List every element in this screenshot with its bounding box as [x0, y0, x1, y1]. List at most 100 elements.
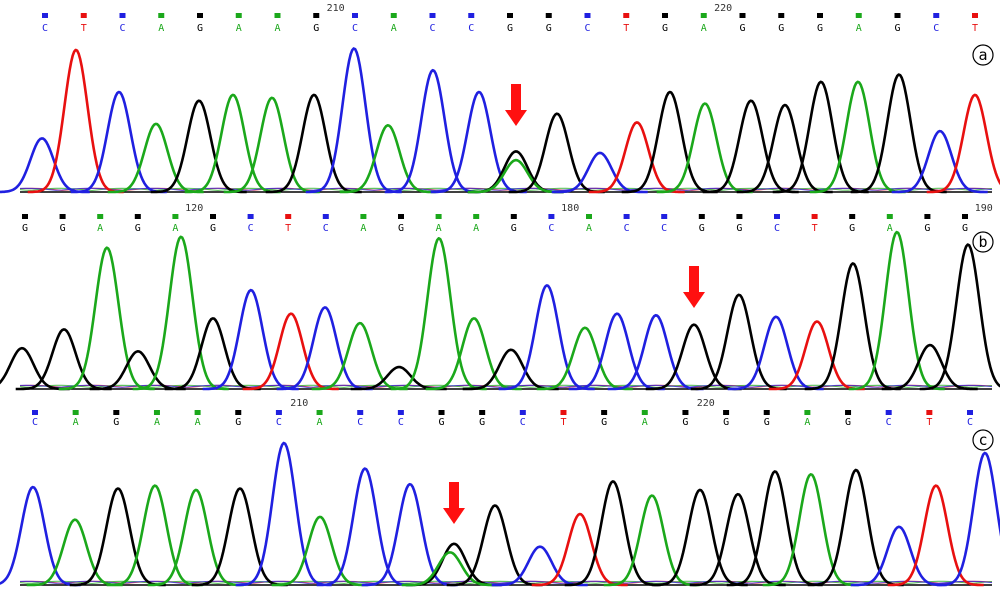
base-call-letter: A [856, 23, 862, 34]
base-call-tick [59, 214, 66, 219]
base-call-tick [352, 13, 358, 18]
base-call-tick [662, 13, 668, 18]
panel-label: b [978, 233, 987, 251]
base-call-letter: A [360, 223, 366, 234]
trace-peak-A [536, 326, 633, 391]
trace-peak-G [651, 488, 748, 587]
base-call-letter: A [97, 223, 103, 234]
trace-peak-G [508, 112, 605, 194]
trace-peak-G [69, 487, 166, 587]
trace-peak-A [107, 122, 204, 194]
trace-peak-G [919, 243, 1000, 391]
base-call-tick [22, 214, 28, 219]
base-call-letter: A [274, 23, 280, 34]
base-call-tick [885, 410, 892, 415]
base-call-letter: C [933, 23, 939, 34]
base-call-letter: A [73, 417, 79, 428]
base-call-letter: A [473, 223, 479, 234]
trace-peak-G [645, 323, 742, 391]
base-call-letter: A [804, 417, 810, 428]
base-call-tick [924, 214, 931, 219]
trace-peak-C [850, 525, 947, 587]
base-call-letter: C [32, 417, 38, 428]
base-call-letter: C [661, 223, 667, 234]
base-call-tick [778, 13, 785, 18]
base-call-tick [285, 214, 292, 219]
trace-peak-G [0, 346, 70, 391]
base-call-tick [972, 13, 978, 18]
base-call-letter: T [81, 23, 87, 34]
base-call-letter: A [317, 417, 323, 428]
base-call-tick [817, 13, 823, 18]
base-call-letter: C [398, 417, 404, 428]
base-call-tick [545, 13, 552, 18]
base-call-letter: G [113, 417, 119, 428]
trace-peak-A [401, 551, 498, 587]
base-call-tick [739, 13, 746, 18]
base-call-tick [235, 410, 242, 415]
base-call-letter: G [511, 223, 517, 234]
base-call-letter: G [135, 223, 141, 234]
base-call-letter: T [623, 23, 629, 34]
base-call-letter: T [285, 223, 291, 234]
base-call-letter: G [546, 23, 552, 34]
base-call-letter: C [357, 417, 363, 428]
trace-peak-A [603, 494, 700, 587]
base-call-letter: C [624, 223, 630, 234]
trace-peak-A [809, 80, 906, 194]
panel-a: C T C A G A A G C A C C G G C T G A G G G A G C T 210 220 a [0, 3, 1000, 194]
base-call-tick [698, 214, 705, 219]
base-call-letter: G [736, 223, 742, 234]
base-call-letter: G [778, 23, 784, 34]
position-number: 210 [327, 3, 345, 14]
base-call-letter: A [195, 417, 201, 428]
base-call-tick [32, 410, 38, 415]
base-call-letter: A [436, 223, 442, 234]
base-call-letter: G [682, 417, 688, 428]
base-call-tick [194, 410, 201, 415]
base-call-letter: G [22, 223, 28, 234]
base-call-letter: C [774, 223, 780, 234]
base-call-tick [390, 13, 397, 18]
trace-peak-G [702, 99, 799, 194]
trace-peak-C [491, 545, 588, 587]
base-call-letter: C [584, 23, 590, 34]
trace-peak-C [276, 306, 373, 391]
base-call-letter: G [235, 417, 241, 428]
trace-peak-G [564, 480, 661, 587]
base-call-tick [438, 410, 445, 415]
base-call-letter: G [817, 23, 823, 34]
trace-peak-A [58, 246, 155, 391]
base-call-letter: T [926, 417, 932, 428]
base-call-letter: C [429, 23, 435, 34]
base-call-letter: C [248, 223, 254, 234]
trace-peak-G [621, 90, 718, 194]
trace-peak-C [0, 137, 90, 194]
base-call-letter: G [439, 417, 445, 428]
base-call-tick [429, 13, 436, 18]
trace-peak-G [690, 293, 787, 391]
base-call-tick [119, 13, 126, 18]
trace-peak-C [202, 288, 299, 391]
noise-trace [19, 580, 993, 585]
base-call-tick [519, 410, 526, 415]
base-call-tick [322, 214, 329, 219]
base-call-tick [247, 214, 254, 219]
noise-trace [19, 187, 993, 192]
base-call-letter: G [398, 223, 404, 234]
trace-peak-G [164, 317, 261, 391]
base-call-tick [468, 13, 475, 18]
base-call-letter: A [236, 23, 242, 34]
panel-label: a [978, 46, 987, 64]
trace-peak-T [588, 121, 685, 194]
base-call-letter: C [520, 417, 526, 428]
base-call-letter: G [662, 23, 668, 34]
trace-peak-A [132, 235, 229, 391]
base-call-letter: G [845, 417, 851, 428]
base-call-tick [172, 214, 179, 219]
base-call-letter: A [887, 223, 893, 234]
base-call-tick [601, 410, 608, 415]
trace-peak-C [0, 485, 81, 587]
base-call-tick [360, 214, 367, 219]
